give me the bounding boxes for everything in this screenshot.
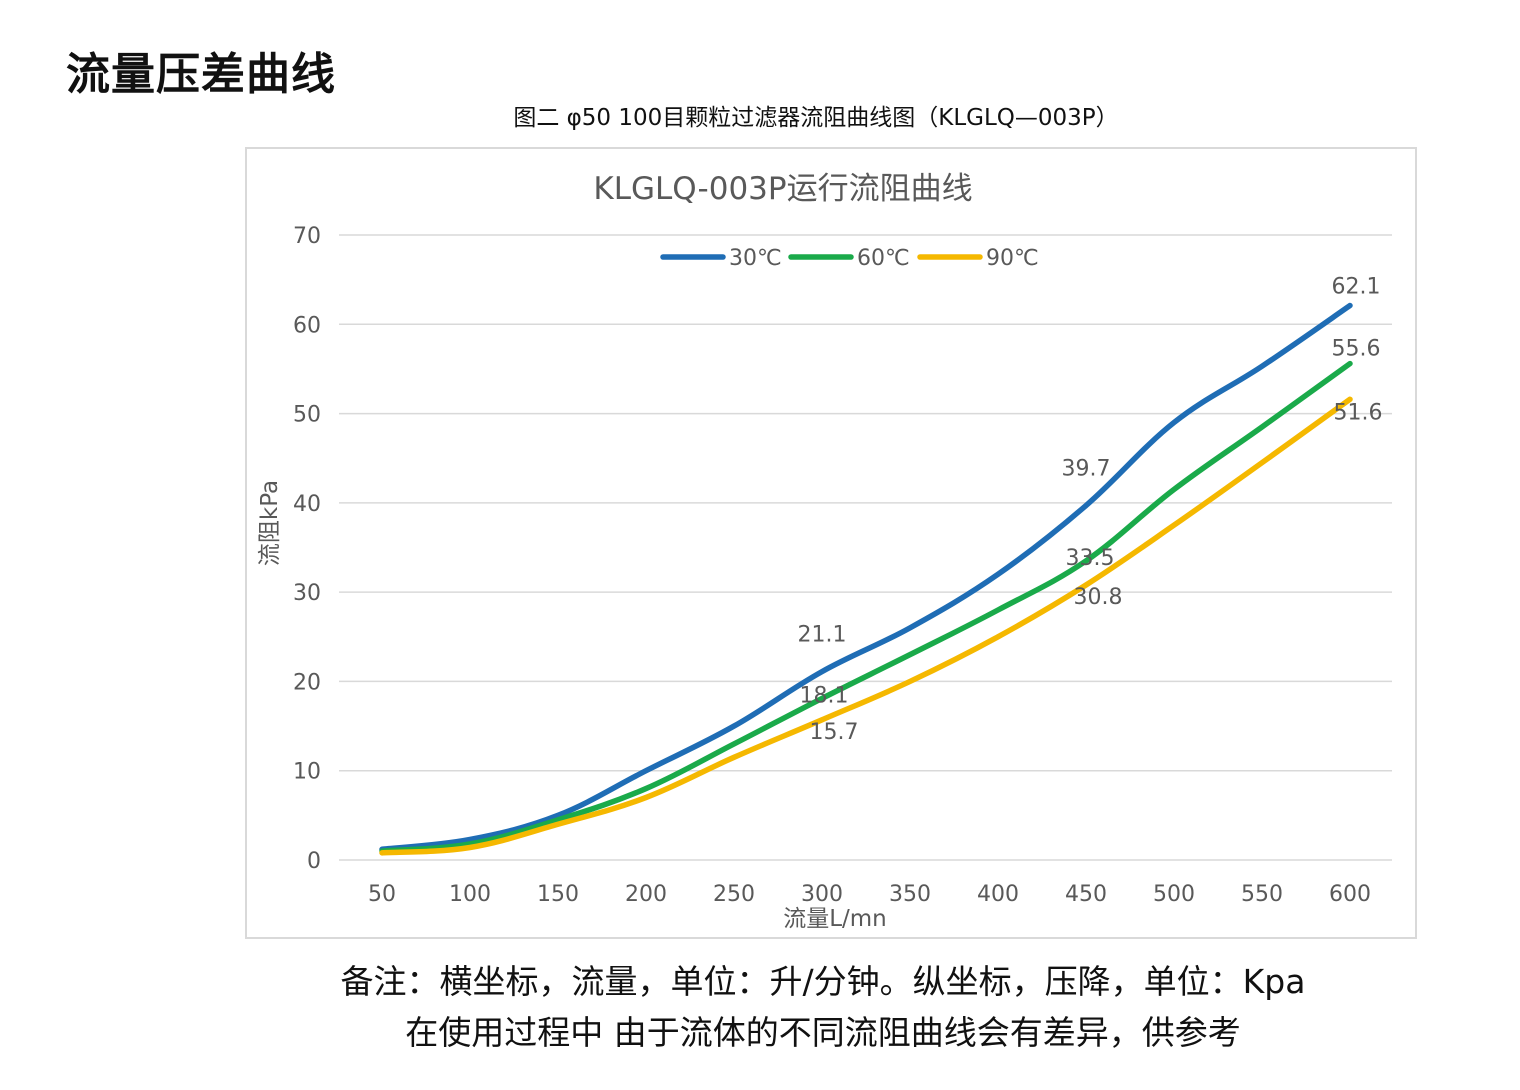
- data-label: 51.6: [1334, 400, 1383, 425]
- data-label: 15.7: [810, 720, 859, 745]
- x-tick-label: 250: [713, 882, 755, 907]
- data-label: 62.1: [1332, 275, 1381, 300]
- x-tick-label: 100: [449, 882, 491, 907]
- data-label: 21.1: [798, 623, 847, 648]
- data-label: 55.6: [1332, 337, 1381, 362]
- x-tick-label: 500: [1153, 882, 1195, 907]
- y-tick-label: 30: [293, 581, 321, 606]
- data-label: 39.7: [1062, 457, 1111, 482]
- legend-label: 30℃: [729, 246, 782, 271]
- flow-resistance-chart: KLGLQ-003P运行流阻曲线 0 10 20 30 40 50 60 70 50 100 150…: [257, 171, 1392, 932]
- data-label: 30.8: [1074, 585, 1123, 610]
- legend-label: 90℃: [986, 246, 1039, 271]
- series-line-2: [379, 360, 1353, 854]
- data-label: 18.1: [800, 683, 849, 708]
- x-tick-label: 600: [1329, 882, 1371, 907]
- y-tick-label: 50: [293, 403, 321, 428]
- y-tick-label: 20: [293, 670, 321, 695]
- x-tick-label: 350: [889, 882, 931, 907]
- y-tick-label: 60: [293, 313, 321, 338]
- note-line-1: 备注：横坐标，流量，单位：升/分钟。纵坐标，压降，单位：Kpa: [340, 962, 1306, 1001]
- y-tick-label: 70: [293, 224, 321, 249]
- data-label: 33.5: [1066, 546, 1115, 571]
- chart-frame: KLGLQ-003P运行流阻曲线 0 10 20 30 40 50 60 70 50 100 150…: [245, 147, 1417, 939]
- y-tick-label: 10: [293, 760, 321, 785]
- figure-caption: 图二 φ50 100目颗粒过滤器流阻曲线图（KLGLQ—003P）: [513, 105, 1119, 131]
- y-tick-label: 0: [307, 849, 321, 874]
- x-tick-label: 200: [625, 882, 667, 907]
- x-tick-label: 450: [1065, 882, 1107, 907]
- note-line-2: 在使用过程中 由于流体的不同流阻曲线会有差异，供参考: [405, 1013, 1241, 1052]
- x-tick-label: 150: [537, 882, 579, 907]
- series-line-3: [379, 396, 1353, 856]
- x-tick-label: 300: [801, 882, 843, 907]
- x-tick-label: 400: [977, 882, 1019, 907]
- page-title: 流量压差曲线: [66, 49, 336, 100]
- x-axis-title: 流量L/mn: [783, 906, 887, 932]
- legend-label: 60℃: [857, 246, 910, 271]
- y-tick-label: 40: [293, 492, 321, 517]
- chart-title: KLGLQ-003P运行流阻曲线: [593, 171, 972, 207]
- x-tick-label: 550: [1241, 882, 1283, 907]
- series-line-1: [379, 302, 1353, 853]
- y-axis-title: 流阻kPa: [257, 480, 283, 566]
- x-tick-label: 50: [368, 882, 396, 907]
